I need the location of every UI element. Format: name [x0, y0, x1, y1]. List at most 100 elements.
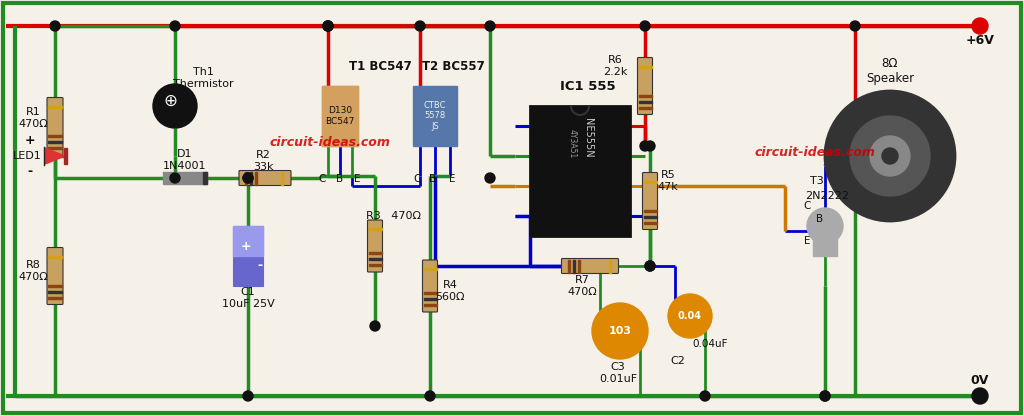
Bar	[639, 94, 651, 97]
Bar	[578, 260, 580, 272]
Circle shape	[645, 261, 655, 271]
Text: CTBC
5578
JS: CTBC 5578 JS	[424, 101, 446, 131]
Circle shape	[243, 391, 253, 401]
Text: R7
470Ω: R7 470Ω	[567, 275, 597, 297]
Text: C: C	[318, 174, 326, 184]
Text: ⊕: ⊕	[163, 92, 177, 110]
Text: 4Y3A51: 4Y3A51	[567, 129, 577, 158]
Bar	[48, 285, 62, 287]
Circle shape	[645, 261, 655, 271]
Bar	[48, 290, 62, 292]
Text: C2: C2	[671, 356, 685, 366]
Bar	[813, 226, 837, 256]
Circle shape	[415, 21, 425, 31]
Bar	[369, 228, 382, 230]
Circle shape	[850, 116, 930, 196]
Text: R1
470Ω: R1 470Ω	[18, 107, 48, 129]
Bar	[233, 226, 263, 286]
Circle shape	[825, 91, 955, 221]
Bar	[48, 297, 62, 299]
Text: 2N2222: 2N2222	[805, 191, 849, 201]
Bar	[255, 171, 257, 185]
Text: LED1: LED1	[12, 151, 41, 161]
Circle shape	[170, 21, 180, 31]
Text: T2 BC557: T2 BC557	[422, 59, 484, 72]
Bar	[48, 134, 62, 136]
Text: R2
33k: R2 33k	[253, 150, 273, 172]
Bar	[48, 255, 62, 258]
Circle shape	[370, 321, 380, 331]
Circle shape	[972, 388, 988, 404]
Text: -: -	[28, 164, 33, 178]
Bar	[48, 106, 62, 107]
Circle shape	[323, 21, 333, 31]
Text: R3   470Ω: R3 470Ω	[366, 211, 421, 221]
FancyBboxPatch shape	[638, 57, 652, 114]
Bar	[639, 65, 651, 67]
Text: circuit-ideas.com: circuit-ideas.com	[270, 136, 391, 149]
Text: +6V: +6V	[966, 35, 994, 47]
Text: B: B	[337, 174, 344, 184]
Bar	[643, 210, 656, 211]
Text: R8
470Ω: R8 470Ω	[18, 260, 48, 282]
Circle shape	[153, 84, 197, 128]
Text: B: B	[816, 214, 823, 224]
Circle shape	[243, 173, 253, 183]
Text: E: E	[449, 174, 456, 184]
Circle shape	[640, 21, 650, 31]
Circle shape	[645, 141, 655, 151]
Bar	[250, 171, 252, 185]
FancyBboxPatch shape	[642, 173, 657, 230]
Bar	[48, 141, 62, 143]
Circle shape	[870, 136, 910, 176]
Polygon shape	[45, 148, 65, 164]
Bar	[413, 86, 457, 146]
Bar	[424, 298, 436, 300]
Circle shape	[820, 391, 830, 401]
Bar	[369, 258, 382, 260]
Text: E: E	[804, 236, 810, 246]
Text: C1
10uF 25V: C1 10uF 25V	[221, 287, 274, 309]
Text: +: +	[25, 134, 35, 148]
Bar	[643, 215, 656, 218]
Text: 0V: 0V	[971, 374, 989, 387]
Bar	[63, 148, 67, 164]
Bar	[281, 171, 283, 185]
Bar	[424, 292, 436, 294]
Bar	[424, 304, 436, 306]
Bar	[530, 106, 630, 236]
Bar	[643, 221, 656, 223]
Circle shape	[243, 173, 253, 183]
Circle shape	[485, 173, 495, 183]
FancyBboxPatch shape	[368, 220, 383, 272]
Text: 0.04: 0.04	[678, 311, 702, 321]
Text: E: E	[353, 174, 360, 184]
Circle shape	[485, 21, 495, 31]
Text: B: B	[429, 174, 436, 184]
Text: R4
560Ω: R4 560Ω	[435, 280, 465, 302]
Text: T1 BC547: T1 BC547	[348, 59, 412, 72]
Text: D1
1N4001: D1 1N4001	[163, 149, 207, 171]
Bar	[322, 86, 358, 146]
Text: 103: 103	[608, 326, 632, 336]
Text: R6
2.2k: R6 2.2k	[603, 55, 627, 77]
FancyBboxPatch shape	[561, 258, 618, 273]
Bar	[233, 226, 263, 256]
Circle shape	[820, 391, 830, 401]
Bar	[48, 146, 62, 149]
Circle shape	[807, 208, 843, 244]
Text: R5
47k: R5 47k	[657, 170, 678, 192]
Bar	[608, 260, 610, 272]
Circle shape	[170, 173, 180, 183]
FancyBboxPatch shape	[47, 248, 63, 305]
Circle shape	[640, 141, 650, 151]
Bar	[163, 172, 207, 184]
Circle shape	[972, 18, 988, 34]
Text: NE555N: NE555N	[583, 119, 593, 158]
Bar	[572, 260, 574, 272]
Bar	[567, 260, 569, 272]
Bar	[369, 252, 382, 254]
Text: C3
0.01uF: C3 0.01uF	[599, 362, 637, 384]
Text: 8Ω
Speaker: 8Ω Speaker	[866, 57, 914, 85]
Text: C: C	[414, 174, 421, 184]
